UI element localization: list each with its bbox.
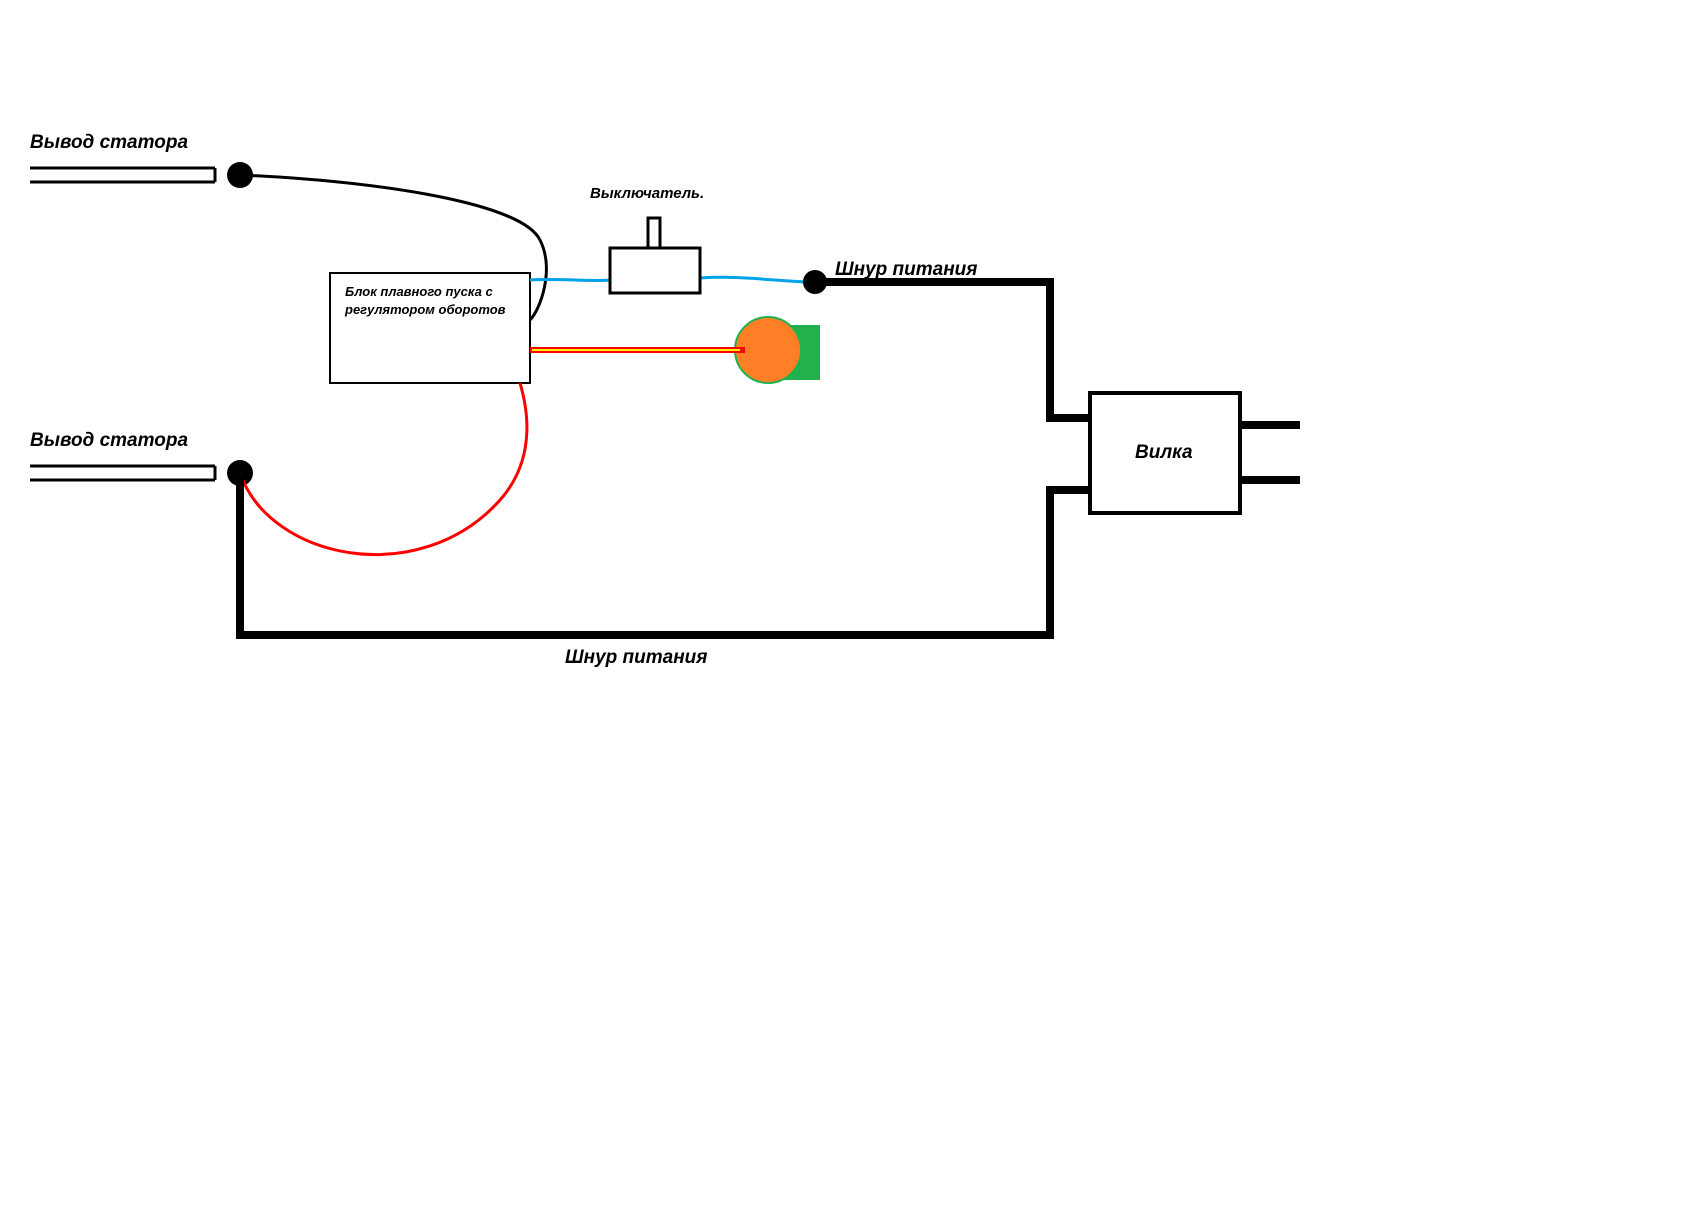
stator-terminal-top: Вывод статора [30, 132, 253, 188]
cord-bottom-label: Шнур питания [565, 647, 707, 668]
indicator-lamp [735, 317, 820, 383]
softstart-block: Блок плавного пуска срегулятором оборото… [330, 273, 530, 383]
power-cord-top [815, 282, 1090, 418]
stator-bottom-label: Вывод статора [30, 430, 188, 451]
wire-blue-right [700, 277, 815, 282]
switch: Выключатель. [590, 185, 704, 293]
stator-top-label: Вывод статора [30, 132, 188, 153]
switch-label: Выключатель. [590, 185, 704, 202]
plug: Вилка [1090, 393, 1300, 513]
wire-blue-left [530, 279, 610, 280]
wiring-diagram: Вывод статора Вывод статора Блок плавног… [0, 0, 1700, 1230]
wire-red-bottom [240, 383, 527, 555]
plug-label: Вилка [1135, 442, 1193, 463]
cord-top-label: Шнур питания [835, 259, 977, 280]
stator-terminal-bottom: Вывод статора [30, 430, 253, 486]
